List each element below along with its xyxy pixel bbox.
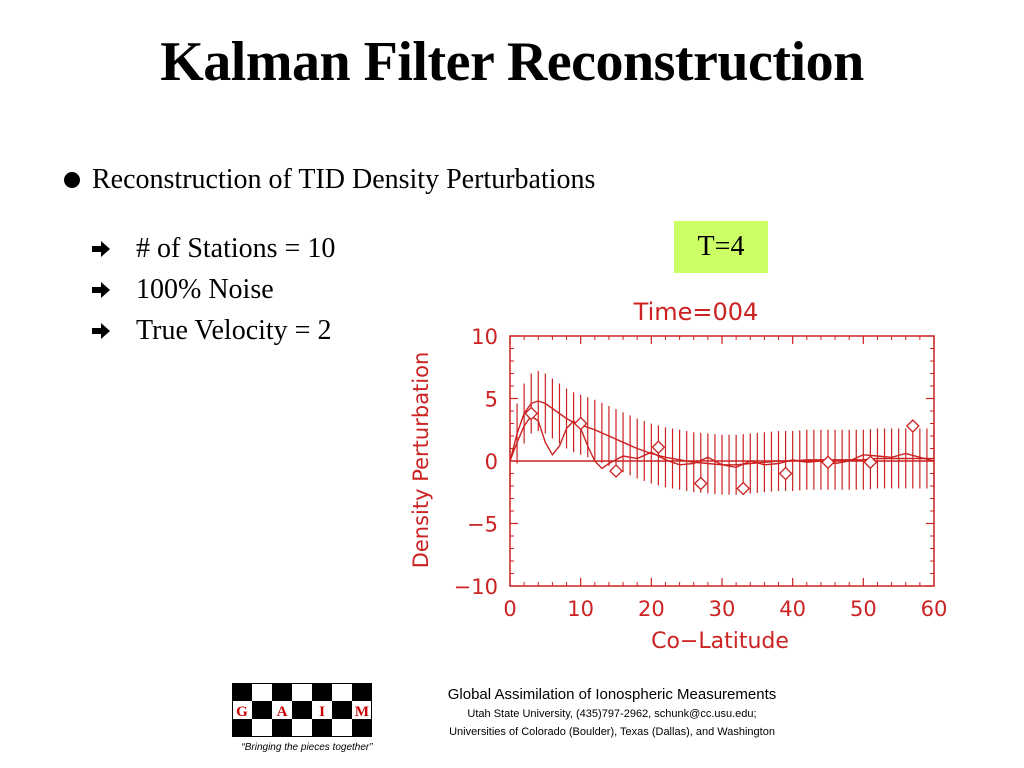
- sub-bullet-text: True Velocity = 2: [136, 315, 332, 346]
- station-marker: [905, 419, 920, 433]
- logo-letter-box: [313, 702, 331, 718]
- logo-letter: G: [236, 704, 248, 720]
- logo-square: [352, 683, 372, 701]
- footer-title: Global Assimilation of Ionospheric Measu…: [447, 686, 777, 703]
- station-marker: [863, 455, 878, 470]
- station-marker: [821, 455, 835, 470]
- logo-square: [232, 683, 252, 701]
- footer-universities: Universities of Colorado (Boulder), Texa…: [449, 726, 775, 738]
- series-line-wiggle: [509, 415, 935, 470]
- footer-slogan: “Bringing the pieces together”: [241, 742, 373, 753]
- logo-square: [332, 719, 352, 737]
- logo-square: [252, 719, 272, 737]
- logo-square: [232, 719, 252, 737]
- logo-letter: A: [277, 704, 288, 720]
- logo-square: [312, 719, 332, 737]
- footer: G A I M “Bringing the pieces together” Glob…: [222, 676, 842, 764]
- sub-bullet-stations: # of Stations = 10: [92, 233, 335, 265]
- footer-contact: Utah State University, (435)797-2962, sc…: [467, 708, 757, 720]
- station-marker: [778, 466, 793, 481]
- logo-square: [292, 701, 312, 719]
- x-tick-label: 30: [709, 597, 736, 621]
- logo-square: [252, 701, 272, 719]
- bullet-dot-icon: [64, 172, 80, 188]
- density-chart: Time=004 Density Perturbation Co−Latitud…: [409, 298, 948, 654]
- time-badge: T=4: [674, 221, 768, 273]
- logo-square: [352, 719, 372, 737]
- y-tick-label: −5: [467, 513, 498, 537]
- logo-square: [332, 701, 352, 719]
- logo-square: [292, 683, 312, 701]
- logo-letter-box: [233, 702, 251, 718]
- y-tick-label: 0: [485, 450, 498, 474]
- logo-letter-box: [273, 702, 291, 718]
- station-marker: [736, 481, 751, 496]
- station-marker: [651, 440, 666, 455]
- logo-square: [272, 719, 292, 737]
- logo-border: [232, 683, 372, 737]
- main-bullet: Reconstruction of TID Density Perturbati…: [64, 164, 595, 196]
- logo-square: [292, 719, 312, 737]
- x-tick-label: 60: [921, 597, 948, 621]
- sub-bullet-text: 100% Noise: [136, 274, 274, 305]
- x-tick-label: 40: [779, 597, 806, 621]
- sub-bullet-velocity: True Velocity = 2: [92, 315, 331, 347]
- sub-bullet-text: # of Stations = 10: [136, 233, 336, 264]
- chart-xlabel: Co−Latitude: [651, 629, 789, 654]
- x-tick-label: 50: [850, 597, 877, 621]
- x-tick-label: 10: [567, 597, 594, 621]
- station-marker: [609, 464, 623, 478]
- logo-square: [312, 683, 332, 701]
- y-tick-label: −10: [454, 575, 498, 599]
- logo-square: [252, 683, 272, 701]
- x-tick-label: 0: [503, 597, 516, 621]
- y-tick-label: 10: [471, 325, 498, 349]
- arrow-right-icon: [92, 282, 110, 298]
- logo-letter: M: [355, 704, 369, 720]
- station-marker: [524, 406, 539, 421]
- arrow-right-icon: [92, 323, 110, 339]
- logo-square: [332, 683, 352, 701]
- slide-title: Kalman Filter Reconstruction: [160, 31, 864, 93]
- logo-square: [272, 683, 292, 701]
- station-marker: [693, 476, 708, 491]
- sub-bullet-noise: 100% Noise: [92, 274, 274, 306]
- arrow-right-icon: [92, 241, 110, 257]
- station-marker: [573, 416, 588, 431]
- logo-letter: I: [319, 704, 325, 720]
- logo-letter-box: [353, 702, 371, 718]
- chart-ylabel: Density Perturbation: [409, 352, 433, 569]
- y-tick-label: 5: [485, 388, 498, 412]
- chart-title: Time=004: [633, 298, 759, 326]
- main-bullet-text: Reconstruction of TID Density Perturbati…: [92, 164, 596, 195]
- x-tick-label: 20: [638, 597, 665, 621]
